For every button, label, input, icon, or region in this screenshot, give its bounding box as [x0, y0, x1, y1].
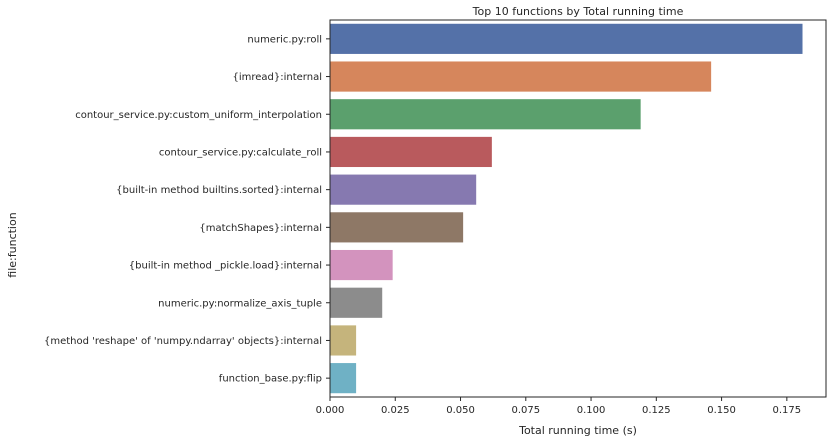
y-tick-label: {matchShapes}:internal: [199, 223, 322, 234]
bar: [330, 212, 464, 243]
y-tick-label: function_base.py:flip: [219, 374, 322, 385]
bar: [330, 249, 393, 281]
y-tick-label: numeric.py:normalize_axis_tuple: [158, 298, 322, 309]
y-tick-label: contour_service.py:custom_uniform_interp…: [75, 110, 322, 121]
x-tick-label: 0.150: [707, 405, 736, 416]
y-tick-label: contour_service.py:calculate_roll: [159, 147, 322, 158]
bar: [330, 136, 492, 168]
y-axis-title: file:function: [6, 212, 19, 277]
bar: [330, 174, 477, 205]
bar: [330, 61, 712, 92]
bar: [330, 23, 803, 54]
y-tick-label: {built-in method builtins.sorted}:intern…: [116, 185, 322, 196]
bar: [330, 363, 357, 394]
x-axis-title: Total running time (s): [518, 424, 637, 437]
y-axis: numeric.py:roll {imread}:internal contour_…: [44, 34, 330, 385]
y-tick-label: {method 'reshape' of 'numpy.ndarray' obj…: [44, 336, 322, 347]
x-tick-label: 0.100: [577, 405, 606, 416]
x-axis: 0.000 0.025 0.050 0.075 0.100 0.125 0.150 0.175: [316, 397, 801, 416]
x-tick-label: 0.000: [316, 405, 345, 416]
x-tick-label: 0.075: [511, 405, 540, 416]
x-tick-label: 0.050: [446, 405, 475, 416]
y-tick-label: numeric.py:roll: [247, 34, 322, 45]
x-tick-label: 0.125: [642, 405, 671, 416]
plot-frame: [329, 19, 827, 398]
x-tick-label: 0.175: [773, 405, 802, 416]
bar: [330, 287, 383, 318]
bar: [330, 99, 641, 130]
y-tick-label: {built-in method _pickle.load}:internal: [129, 261, 322, 272]
x-tick-label: 0.025: [381, 405, 410, 416]
y-tick-label: {imread}:internal: [232, 72, 322, 83]
chart-title: Top 10 functions by Total running time: [472, 5, 684, 18]
bars-layer: [330, 23, 803, 394]
bar: [330, 325, 357, 356]
